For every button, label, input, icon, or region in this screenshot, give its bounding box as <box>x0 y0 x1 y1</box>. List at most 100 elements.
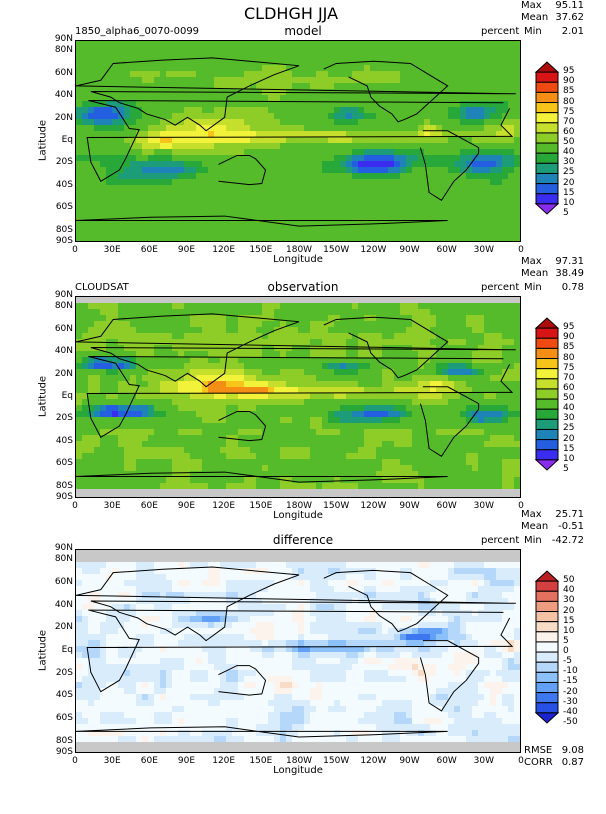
heatmap-cell <box>166 483 173 490</box>
heatmap-cell <box>484 197 491 204</box>
heatmap-cell <box>520 233 521 240</box>
heatmap-cell <box>502 179 509 186</box>
heatmap-cell <box>484 309 491 316</box>
heatmap-cell <box>340 447 347 454</box>
heatmap-cell <box>106 453 113 460</box>
heatmap-cell <box>406 185 413 192</box>
heatmap-cell <box>178 233 185 240</box>
heatmap-cell <box>418 101 425 108</box>
heatmap-cell <box>376 149 383 156</box>
heatmap-cell <box>484 297 491 304</box>
heatmap-cell <box>478 239 485 241</box>
heatmap-cell <box>142 137 149 144</box>
heatmap-cell <box>208 239 215 241</box>
heatmap-cell <box>430 53 437 60</box>
heatmap-cell <box>280 191 287 198</box>
heatmap-cell <box>106 423 113 430</box>
heatmap-cell <box>286 131 293 138</box>
heatmap-cell <box>328 89 335 96</box>
heatmap-cell <box>346 393 353 400</box>
heatmap-cell <box>244 233 251 240</box>
heatmap-cell <box>310 393 317 400</box>
heatmap-cell <box>514 107 520 114</box>
heatmap-cell <box>166 465 173 472</box>
heatmap-cell <box>94 125 101 132</box>
heatmap-cell <box>352 393 359 400</box>
heatmap-cell <box>154 417 161 424</box>
heatmap-cell <box>418 375 425 382</box>
heatmap-cell <box>88 197 95 204</box>
heatmap-cell <box>376 435 383 442</box>
heatmap-cell <box>430 221 437 228</box>
heatmap-cell <box>382 191 389 198</box>
heatmap-cell <box>124 357 131 364</box>
heatmap-cell <box>130 297 137 304</box>
heatmap-cell <box>226 191 233 198</box>
heatmap-cell <box>292 441 299 448</box>
heatmap-cell <box>442 459 449 466</box>
heatmap-cell <box>220 387 227 394</box>
heatmap-cell <box>160 465 167 472</box>
heatmap-cell <box>286 215 293 222</box>
heatmap-cell <box>112 333 119 340</box>
heatmap-cell <box>82 363 89 370</box>
heatmap-cell <box>382 215 389 222</box>
heatmap-cell <box>172 149 179 156</box>
heatmap-cell <box>472 137 479 144</box>
heatmap-cell <box>94 345 101 352</box>
heatmap-cell <box>412 203 419 210</box>
colorbar-swatch <box>534 203 560 215</box>
units-label: percent <box>481 26 520 37</box>
heatmap-cell <box>172 143 179 150</box>
heatmap-cell <box>232 369 239 376</box>
heatmap-cell <box>406 221 413 228</box>
heatmap-cell <box>346 41 353 48</box>
heatmap-cell <box>430 113 437 120</box>
heatmap-cell <box>262 393 269 400</box>
heatmap-cell <box>226 215 233 222</box>
heatmap-cell <box>274 399 281 406</box>
heatmap-cell <box>172 47 179 54</box>
heatmap-cell <box>214 441 221 448</box>
colorbar-label: 75 <box>563 106 575 117</box>
heatmap-cell <box>514 41 520 48</box>
heatmap-cell <box>394 41 401 48</box>
heatmap-cell <box>472 471 479 478</box>
heatmap-cell <box>334 321 341 328</box>
heatmap-cell <box>334 119 341 126</box>
heatmap-cell <box>484 71 491 78</box>
heatmap-cell <box>412 191 419 198</box>
heatmap-cell <box>166 315 173 322</box>
heatmap-cell <box>352 155 359 162</box>
heatmap-cell <box>304 405 311 412</box>
heatmap-cell <box>448 333 455 340</box>
heatmap-cell <box>124 239 131 241</box>
heatmap-cell <box>490 89 497 96</box>
heatmap-cell <box>112 47 119 54</box>
heatmap-cell <box>514 83 520 90</box>
heatmap-cell <box>382 167 389 174</box>
heatmap-cell <box>466 209 473 216</box>
heatmap-cell <box>238 71 245 78</box>
heatmap-cell <box>466 155 473 162</box>
heatmap-cell <box>322 77 329 84</box>
heatmap-cell <box>358 309 365 316</box>
heatmap-cell <box>190 477 197 484</box>
heatmap-cell <box>412 375 419 382</box>
heatmap-cell <box>112 411 119 418</box>
heatmap-cell <box>436 215 443 222</box>
heatmap-cell <box>490 179 497 186</box>
heatmap-cell <box>88 447 95 454</box>
heatmap-cell <box>262 203 269 210</box>
heatmap-cell <box>268 459 275 466</box>
heatmap-cell <box>340 197 347 204</box>
heatmap-cell <box>364 95 371 102</box>
heatmap-cell <box>292 405 299 412</box>
heatmap-cell <box>508 197 515 204</box>
heatmap-cell <box>388 303 395 310</box>
heatmap-cell <box>454 339 461 346</box>
heatmap-cell <box>118 149 125 156</box>
heatmap-cell <box>508 315 515 322</box>
heatmap-cell <box>76 369 83 376</box>
heatmap-cell <box>418 369 425 376</box>
